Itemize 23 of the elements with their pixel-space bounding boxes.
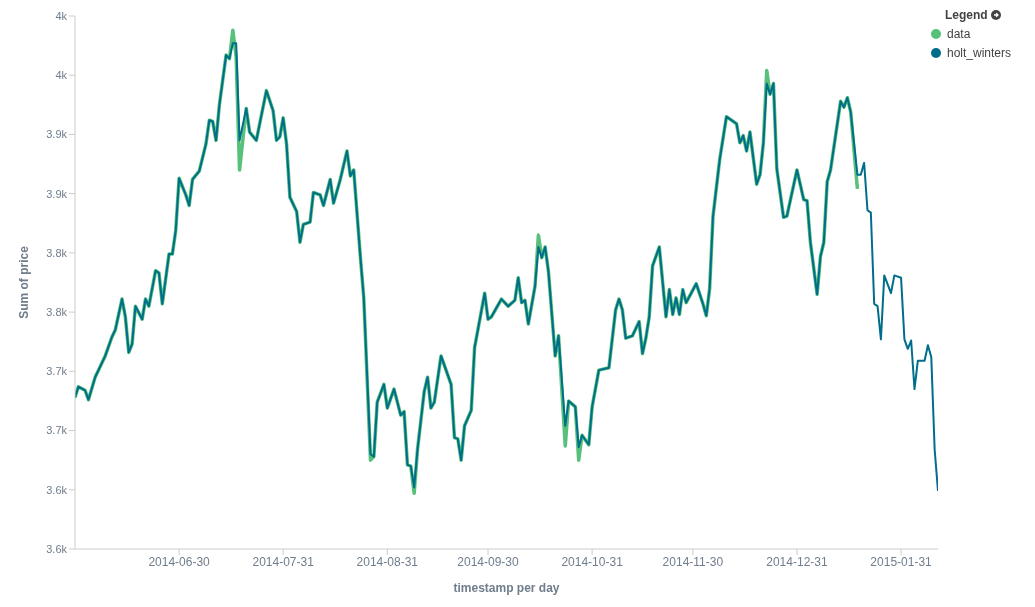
- y-tick-label: 3.7k: [46, 424, 68, 437]
- legend-label: holt_winters: [947, 46, 1012, 60]
- x-axis-title: timestamp per day: [453, 581, 560, 595]
- x-tick-label: 2014-07-31: [252, 554, 315, 569]
- x-tick-label: 2015-01-31: [870, 554, 933, 569]
- x-tick-label: 2014-12-31: [766, 554, 828, 569]
- y-tick-label: 3.8k: [46, 246, 68, 259]
- legend-label: data: [947, 27, 971, 41]
- x-tick-label: 2014-10-31: [561, 554, 624, 569]
- y-tick-label: 4k: [55, 9, 68, 22]
- y-tick-label: 3.9k: [46, 187, 68, 200]
- y-tick-label: 3.6k: [46, 542, 68, 555]
- y-tick-label: 4k: [55, 69, 68, 82]
- y-tick-label: 3.7k: [46, 365, 68, 378]
- x-tick-label: 2014-08-31: [356, 554, 419, 569]
- y-tick-label: 3.9k: [46, 128, 68, 141]
- x-tick-label: 2014-11-30: [662, 554, 724, 569]
- y-tick-label: 3.8k: [46, 306, 68, 319]
- legend-title: Legend: [945, 8, 988, 22]
- x-tick-label: 2014-06-30: [148, 554, 211, 569]
- y-axis-title: Sum of price: [17, 245, 32, 319]
- x-tick-label: 2014-09-30: [457, 554, 520, 569]
- y-tick-label: 3.6k: [46, 483, 68, 496]
